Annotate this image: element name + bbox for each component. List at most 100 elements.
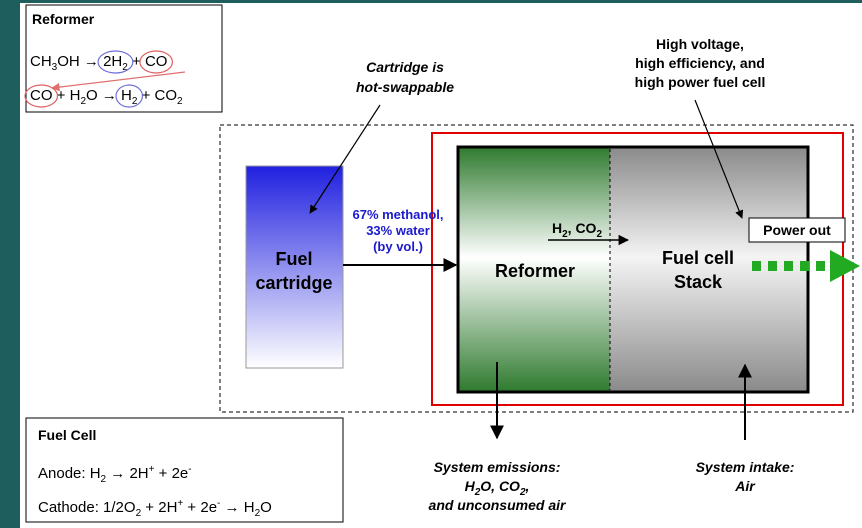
equation-text: + 2H <box>141 499 177 516</box>
ring <box>139 50 174 74</box>
ring <box>115 84 144 108</box>
gas-label: H2, CO2 <box>552 220 602 240</box>
emissions-label: H2 O, CO2, <box>465 478 530 498</box>
equation-part: + 2e- <box>154 464 191 482</box>
stack-block <box>610 147 808 392</box>
equation: CO + H2 O → H2 + CO2 <box>24 84 183 108</box>
feed-label: 67% methanol, <box>352 207 443 222</box>
gas-label-sub: 2 <box>596 229 602 240</box>
note: high power fuel cell <box>635 74 766 90</box>
cartridge-label: cartridge <box>255 273 332 293</box>
equation-sup: + <box>177 498 183 509</box>
equation-text: Anode: H <box>38 465 101 482</box>
power-label: Power out <box>763 222 831 238</box>
gas-label-text: , CO <box>568 220 597 236</box>
equation-part: Anode: H2 <box>38 465 107 485</box>
reformer-box <box>25 4 223 113</box>
pointer <box>51 71 186 92</box>
fuel-cell-box <box>25 417 344 523</box>
intake-label: System intake: <box>696 459 795 475</box>
equation-text: CH <box>30 53 52 70</box>
emissions-label-part: H2 <box>465 478 481 498</box>
reformer-label: Reformer <box>495 261 575 281</box>
equation-text: OH → <box>57 53 103 70</box>
gas-label-part: H2 <box>552 220 568 240</box>
equation-sub: 2 <box>101 474 107 485</box>
emissions-label-text: , <box>525 478 530 494</box>
reformer-block <box>458 147 610 392</box>
note: Cartridge is <box>366 59 444 75</box>
equation-sub: 2 <box>255 508 261 519</box>
equation-text: → H <box>220 499 254 516</box>
note: high efficiency, and <box>635 55 765 71</box>
equation-sub: 3 <box>52 62 58 73</box>
equation-part: O → <box>86 87 121 104</box>
equation-text: O <box>260 499 272 516</box>
box-title: Reformer <box>32 11 95 27</box>
equation-sup: - <box>188 464 191 475</box>
box-title: Fuel Cell <box>38 427 96 443</box>
emissions-label-text: O, CO <box>480 478 520 494</box>
emissions-label-part: , <box>525 478 530 494</box>
equation-text: + 2e <box>183 499 217 516</box>
equation-text: H <box>121 87 132 104</box>
equation-text: 2H <box>103 53 122 70</box>
equation-sub: 2 <box>177 96 183 107</box>
equation-sub: 2 <box>132 96 138 107</box>
intake-label: Air <box>734 478 756 494</box>
equation-text: CO <box>145 53 168 70</box>
feed-label: (by vol.) <box>373 239 423 254</box>
stack-label: Stack <box>674 272 723 292</box>
equation-part: H2 <box>121 87 138 107</box>
pointer <box>309 104 381 214</box>
stack-label: Fuel cell <box>662 248 734 268</box>
equation-part: + H2 <box>53 87 87 107</box>
equation-part: Cathode: 1/2O2 <box>38 499 142 519</box>
equation-sub: 2 <box>136 508 142 519</box>
gas-label-text: H <box>552 220 562 236</box>
fuel-cartridge <box>245 165 344 369</box>
ring <box>97 50 134 74</box>
equation: Cathode: 1/2O2 + 2H+ + 2e- → H2 O <box>38 498 272 519</box>
equation-part: 2H2 <box>103 53 128 73</box>
feed-label: 33% water <box>366 223 430 238</box>
equation-part: CH3 <box>30 53 58 73</box>
equation-sub: 2 <box>80 96 86 107</box>
equation-part: + 2e- <box>183 498 220 516</box>
gas-label-sub: 2 <box>562 229 568 240</box>
system-boundary <box>219 124 854 413</box>
equation-part: OH → <box>57 53 103 70</box>
cartridge-label: Fuel <box>275 249 312 269</box>
emissions-label-part: O, CO2 <box>480 478 526 498</box>
equation-text: O → <box>86 87 121 104</box>
equation-part: + 2H+ <box>141 498 183 516</box>
equation-sub: 2 <box>122 62 128 73</box>
equation-text: → 2H <box>106 465 149 482</box>
equation-text: + 2e <box>154 465 188 482</box>
pointer <box>694 99 744 219</box>
equation-text: CO <box>30 87 53 104</box>
equation: Anode: H2 → 2H+ + 2e- <box>38 464 192 485</box>
equation-part: → 2H+ <box>106 464 155 482</box>
equation-part: O <box>260 499 272 516</box>
equation: CH3 OH → 2H2 + CO <box>30 50 174 74</box>
equation-part: CO <box>30 87 53 104</box>
emissions-label-text: H <box>465 478 476 494</box>
equation-text: + H <box>53 87 81 104</box>
note: High voltage, <box>656 36 744 52</box>
equation-text: + CO <box>137 87 177 104</box>
emissions-label-sub: 2 <box>474 487 481 498</box>
equation-text: Cathode: 1/2O <box>38 499 136 516</box>
emissions-label: and unconsumed air <box>429 497 567 513</box>
power-out-box <box>748 217 846 243</box>
emissions-label: System emissions: <box>434 459 561 475</box>
ring <box>24 84 59 108</box>
equation-sup: + <box>149 464 155 475</box>
note: hot-swappable <box>356 79 454 95</box>
emissions-label-sub: 2 <box>519 487 526 498</box>
gas-label-part: , CO2 <box>568 220 603 240</box>
equation-sup: - <box>217 498 220 509</box>
equation-part: + CO2 <box>137 87 183 107</box>
equation-part: → H2 <box>220 499 260 519</box>
